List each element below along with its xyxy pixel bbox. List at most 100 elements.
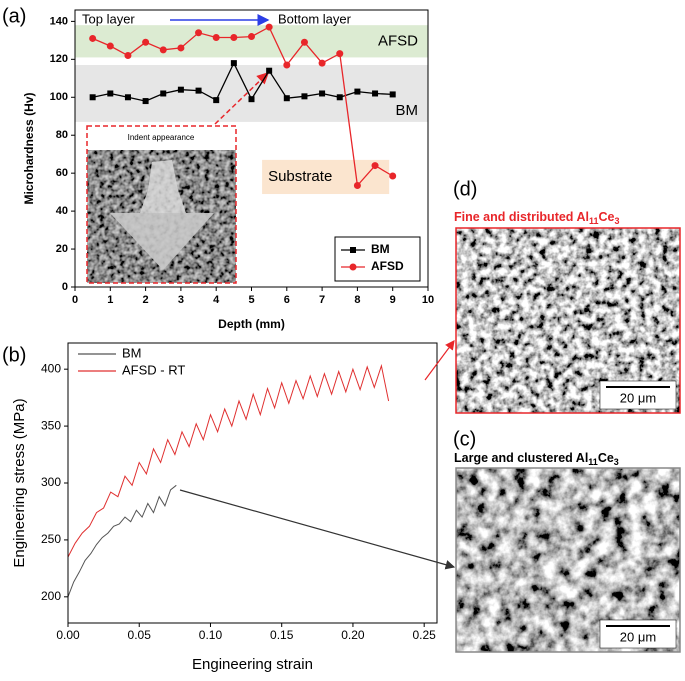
point [319,90,326,97]
caption-part: 3 [614,457,619,467]
x-axis-label: Depth (mm) [218,317,285,331]
micrograph-border [455,227,681,414]
point [213,97,220,104]
y-axis-label: Microhardness (Hv) [22,92,36,204]
legend-marker [350,247,356,253]
legend-label: BM [122,345,142,360]
inset-border [86,125,237,284]
point [265,23,273,31]
annotation: Top layer [82,11,135,26]
y-tick-label: 350 [41,418,61,432]
point [160,90,167,97]
point [89,34,97,42]
y-tick-label: 250 [41,532,61,546]
indent-shape [110,213,214,270]
annotation: Bottom layer [278,11,352,26]
point [354,88,361,95]
point [283,61,291,69]
x-tick-label: 4 [213,294,220,306]
x-tick-label: 0.25 [412,628,436,642]
point [230,60,237,67]
x-tick-label: 0 [72,294,78,306]
link-arrow [179,489,456,570]
point [195,29,203,37]
point [318,59,326,67]
legend-label: AFSD - RT [122,362,185,377]
x-tick-label: 0.20 [341,628,365,642]
scale-bar-bg [599,380,677,410]
y-tick-label: 200 [41,589,61,603]
band [75,25,428,58]
point [212,34,220,42]
point [195,87,202,94]
caption-part: 11 [588,457,598,467]
point [248,33,255,41]
y-tick-label: 60 [56,167,68,179]
inset-caption: Indent appearance [128,133,195,142]
y-tick-label: 400 [41,361,61,375]
inset-strip [87,126,236,150]
inset-arrow [214,71,270,125]
micrograph-caption: Large and clustered Al11Ce3 [454,451,619,467]
legend-label: AFSD [371,259,404,273]
x-tick-label: 10 [422,294,434,306]
series-line [92,26,394,187]
point [159,46,167,54]
legend-box [334,236,421,282]
caption-part: Ce [598,451,614,465]
point [89,94,96,101]
point [230,34,238,42]
band-label: BM [396,102,419,119]
legend-label: BM [371,242,390,256]
y-axis-label: Engineering stress (MPa) [11,398,28,567]
point [266,67,273,74]
point [124,52,132,60]
y-tick-label: 20 [56,243,68,255]
caption-part: 3 [614,216,619,226]
x-tick-label: 8 [354,294,360,306]
y-tick-label: 0 [62,281,68,293]
point [301,93,308,100]
x-axis-label: Engineering strain [192,656,313,673]
scale-bar-label: 20 μm [620,629,656,644]
point [371,162,379,170]
x-tick-label: 0.00 [56,628,80,642]
indent-shape [140,160,186,213]
y-tick-label: 80 [56,129,68,141]
link-arrow [424,340,455,381]
panel-label: (c) [453,428,476,450]
point [124,94,131,101]
scale-bar-label: 20 μm [620,390,656,405]
micrograph-caption: Fine and distributed Al11Ce3 [454,210,619,226]
point [353,181,361,189]
caption-part: 11 [589,216,599,226]
x-tick-label: 0.05 [128,628,152,642]
band [262,159,390,195]
point [372,90,379,97]
y-tick-label: 120 [50,53,68,65]
x-tick-label: 7 [319,294,325,306]
micrograph-border [455,467,681,653]
band-label: AFSD [378,32,418,49]
series-line [67,484,177,597]
caption-part: Large and clustered Al [454,451,588,465]
point [107,90,114,97]
x-tick-label: 0.10 [199,628,223,642]
point [106,42,114,50]
panel-label: (a) [2,5,26,27]
caption-part: Fine and distributed Al [454,210,589,224]
plot-frame [67,342,438,624]
point [336,94,343,101]
caption-part: Ce [598,210,614,224]
y-tick-label: 140 [50,15,68,27]
x-tick-label: 5 [248,294,254,306]
legend-marker [349,263,357,271]
point [300,38,308,46]
y-tick-label: 40 [56,205,68,217]
point [177,44,185,52]
x-tick-label: 3 [178,294,184,306]
point [142,38,150,46]
panel-label: (d) [453,178,477,200]
x-tick-label: 6 [284,294,290,306]
